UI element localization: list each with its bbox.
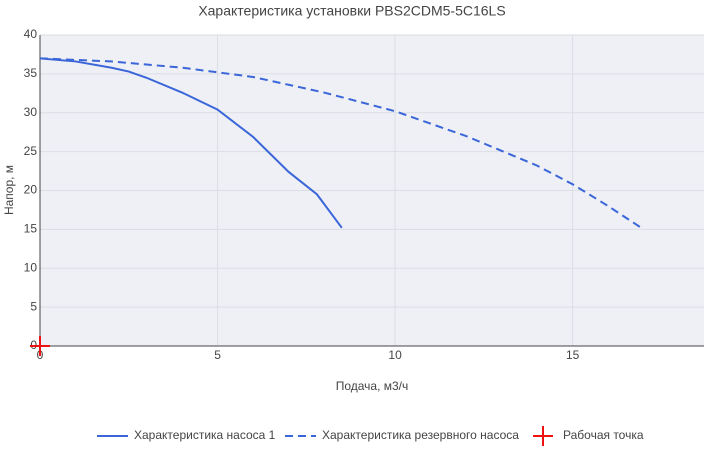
legend-marker [533, 426, 553, 446]
y-tick-label: 20 [24, 183, 38, 197]
y-tick-label: 40 [24, 27, 38, 41]
series-line [39, 57, 645, 231]
legend-label: Характеристика резервного насоса [322, 428, 519, 442]
legend-label: Рабочая точка [563, 428, 644, 442]
x-tick-label: 5 [214, 348, 221, 362]
series-line [39, 57, 343, 229]
y-tick-label: 5 [30, 299, 37, 313]
chart-title: Характеристика установки PBS2CDM5-5C16LS [198, 3, 505, 19]
y-tick-label: 15 [24, 222, 38, 236]
y-tick-label: 30 [24, 105, 38, 119]
y-tick-label: 10 [24, 260, 38, 274]
y-axis-title: Напор, м [2, 165, 16, 215]
y-tick-label: 35 [24, 66, 38, 80]
x-tick-label: 15 [566, 348, 580, 362]
x-axis-title: Подача, м3/ч [336, 379, 409, 393]
x-tick-label: 10 [388, 348, 402, 362]
y-tick-label: 25 [24, 144, 38, 158]
point-marker [30, 336, 50, 356]
legend-label: Характеристика насоса 1 [134, 428, 276, 442]
